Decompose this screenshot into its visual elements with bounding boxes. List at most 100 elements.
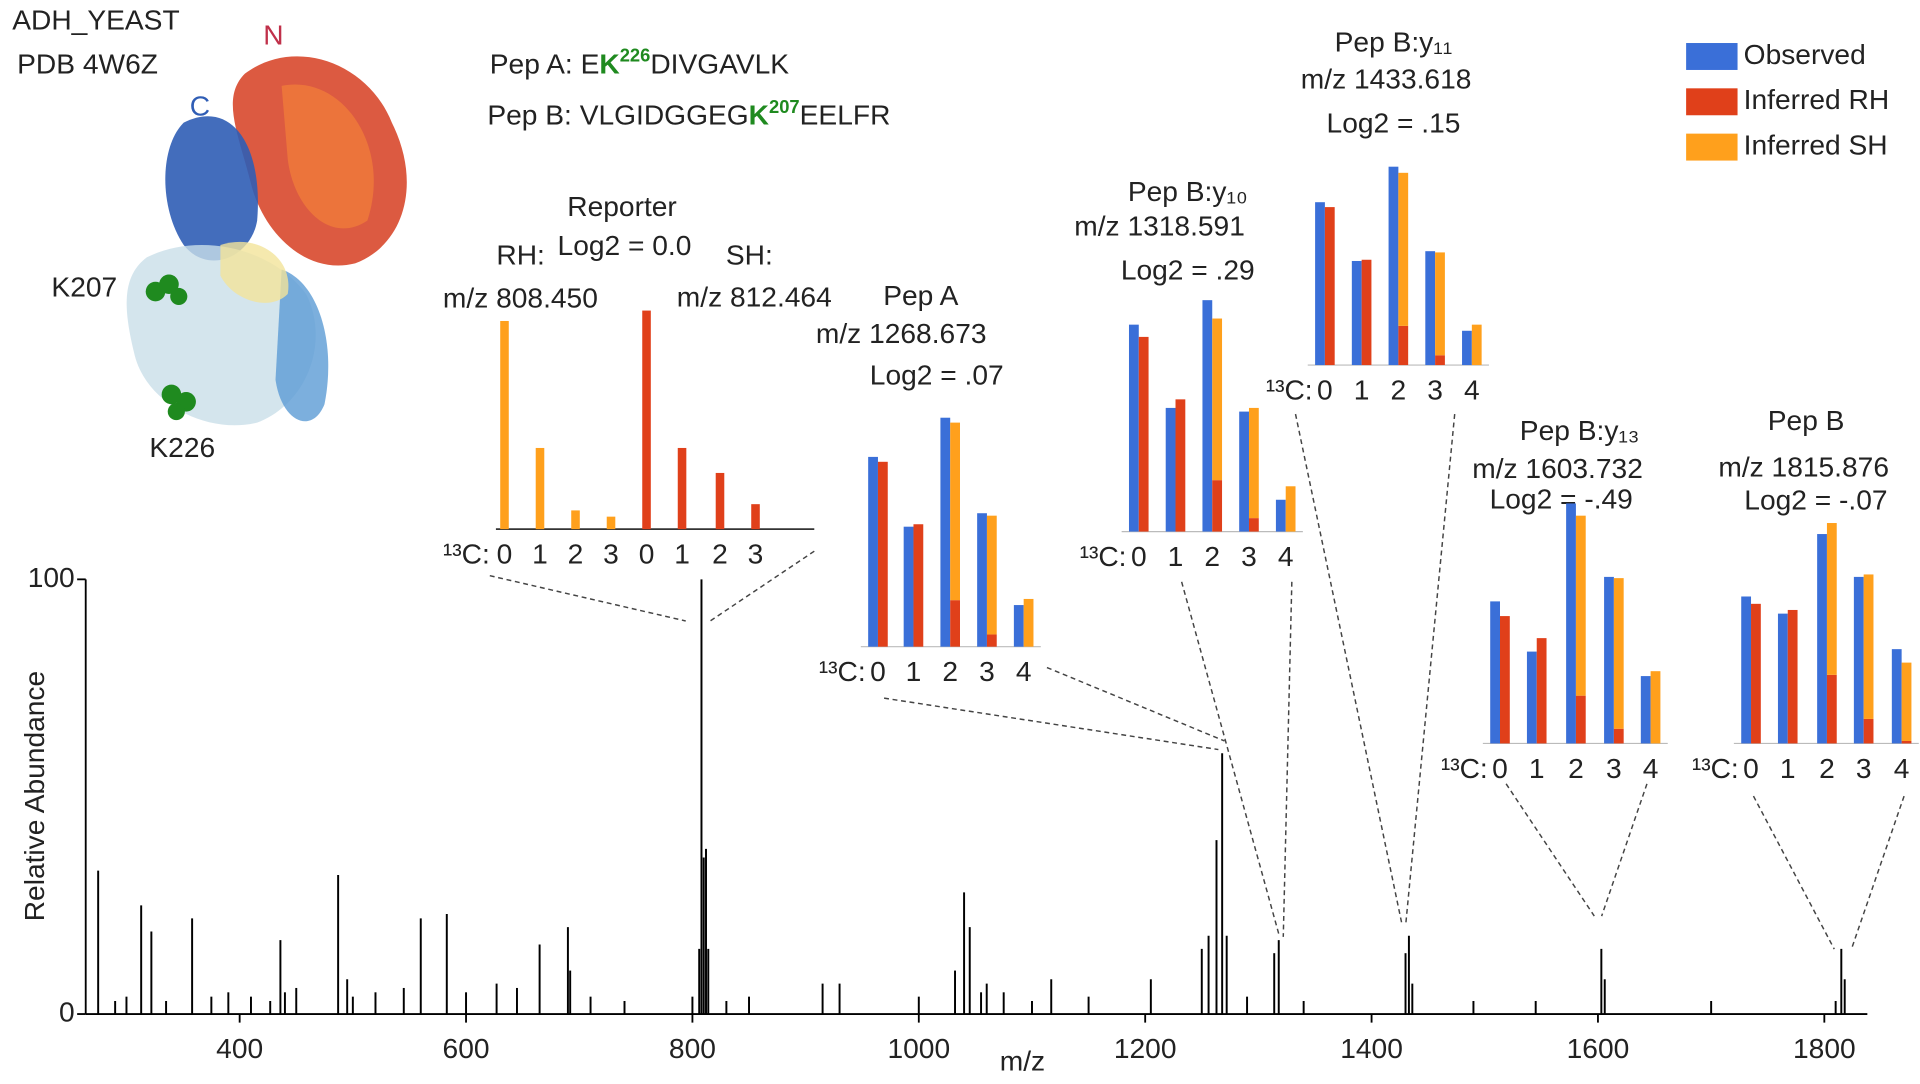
bar-observed	[1566, 503, 1576, 744]
category-label: 2	[712, 539, 728, 570]
peptide-suffix: DIVGAVLK	[650, 49, 789, 80]
x-tick-label: 1600	[1567, 1033, 1630, 1064]
bar-observed	[1526, 651, 1537, 744]
category-label: 3	[979, 656, 995, 687]
category-label: 4	[1464, 374, 1480, 405]
category-label: 0	[1317, 374, 1333, 405]
legend-label: Inferred SH	[1744, 130, 1888, 161]
peptide-a: Pep A: EK226DIVGAVLK	[490, 44, 790, 79]
axis-prefix: ¹³C:	[1441, 753, 1488, 784]
site-label: K207	[51, 272, 117, 303]
bar	[535, 447, 545, 530]
bar-inferred-rh	[1901, 740, 1912, 744]
inset-title: Reporter	[567, 191, 677, 222]
bar-inferred-sh	[1471, 324, 1482, 366]
axis-prefix: ¹³C:	[1080, 541, 1127, 572]
category-label: 3	[748, 539, 764, 570]
category-label: 2	[1819, 753, 1835, 784]
inset-subtitle: m/z 1268.673	[816, 318, 987, 349]
x-axis-label: m/z	[1000, 1045, 1045, 1076]
bar-inferred-rh	[950, 600, 960, 647]
axis-prefix: ¹³C:	[443, 539, 490, 570]
bar-observed	[1128, 324, 1139, 532]
category-label: 3	[603, 539, 619, 570]
x-tick-label: 800	[669, 1033, 716, 1064]
bar-inferred-sh	[1435, 252, 1445, 356]
bar-inferred-rh	[1212, 480, 1223, 532]
pdb-id: PDB 4W6Z	[17, 49, 158, 80]
bar-inferred-rh	[986, 634, 997, 647]
x-tick-label: 1200	[1114, 1033, 1177, 1064]
legend-label: Inferred RH	[1744, 84, 1890, 115]
inset-subtitle: m/z 1603.732	[1472, 453, 1643, 484]
legend-label: Observed	[1744, 39, 1866, 70]
category-label: 4	[1278, 541, 1294, 572]
category-label: 3	[1241, 541, 1257, 572]
inset-label: SH:	[726, 240, 773, 271]
category-label: 3	[1606, 753, 1622, 784]
category-label: 4	[1016, 656, 1032, 687]
inset-note: Log2 = .29	[1121, 254, 1255, 285]
bar-observed	[1425, 251, 1436, 366]
category-label: 2	[568, 539, 584, 570]
x-tick-label: 400	[216, 1033, 263, 1064]
peptide-suffix: EELFR	[800, 100, 891, 131]
axis-prefix: ¹³C:	[1266, 374, 1313, 405]
bar	[606, 516, 616, 530]
bar-inferred-rh	[1613, 728, 1624, 744]
bar-inferred-rh	[1536, 638, 1547, 744]
protein-structure	[126, 56, 407, 426]
bar-inferred-sh	[1023, 598, 1034, 647]
bar-inferred-sh	[1398, 172, 1409, 326]
axis-prefix: ¹³C:	[819, 656, 866, 687]
inset-label: RH:	[496, 240, 545, 271]
bar-inferred-rh	[1361, 259, 1372, 366]
category-label: 2	[1204, 541, 1220, 572]
bar-observed	[1490, 601, 1500, 744]
bar-inferred-sh	[1285, 486, 1296, 532]
bar-observed	[977, 513, 987, 647]
inset-subtitle: m/z 1318.591	[1074, 210, 1245, 241]
bar-observed	[1462, 330, 1472, 366]
bar-observed	[903, 526, 914, 647]
bar-inferred-rh	[1324, 207, 1335, 366]
legend-swatch	[1686, 88, 1738, 116]
bar-inferred-rh	[1398, 325, 1409, 366]
category-label: 1	[532, 539, 548, 570]
inset-subtitle: m/z 1433.618	[1301, 63, 1472, 94]
bar-inferred-rh	[1435, 355, 1445, 366]
category-label: 3	[1856, 753, 1872, 784]
peptide-prefix: Pep A: E	[490, 49, 600, 80]
bar-observed	[1604, 576, 1614, 744]
inset-note: Log2 = .15	[1327, 107, 1461, 138]
bar-inferred-rh	[1248, 518, 1259, 532]
bar	[500, 320, 509, 530]
bar-inferred-sh	[986, 515, 997, 635]
category-label: 1	[1780, 753, 1796, 784]
bar-inferred-sh	[1613, 578, 1624, 729]
bar	[677, 447, 687, 530]
legend-swatch	[1686, 133, 1738, 161]
legend-swatch	[1686, 43, 1738, 70]
bar-observed	[1640, 676, 1651, 744]
inset-subtitle: Log2 = 0.0	[558, 230, 692, 261]
bar-inferred-sh	[1650, 671, 1661, 744]
bar-observed	[1202, 300, 1213, 532]
bar	[751, 504, 760, 530]
bar-inferred-rh	[1575, 695, 1586, 744]
bar-inferred-rh	[1138, 336, 1149, 532]
bar-observed	[1013, 605, 1024, 647]
category-label: 0	[870, 656, 886, 687]
y-tick-label: 100	[28, 562, 75, 593]
bar-observed	[1891, 649, 1902, 744]
inset-title: Pep A	[883, 280, 958, 311]
category-label: 2	[1568, 753, 1584, 784]
bar-inferred-rh	[877, 461, 888, 647]
bar-inferred-sh	[1248, 407, 1259, 519]
site-number: 207	[769, 96, 800, 117]
bar-inferred-rh	[1787, 609, 1798, 744]
bar-inferred-sh	[1826, 523, 1837, 675]
peptide-prefix: Pep B: VLGIDGGEG	[487, 100, 748, 131]
peptide-site: K	[749, 100, 770, 131]
